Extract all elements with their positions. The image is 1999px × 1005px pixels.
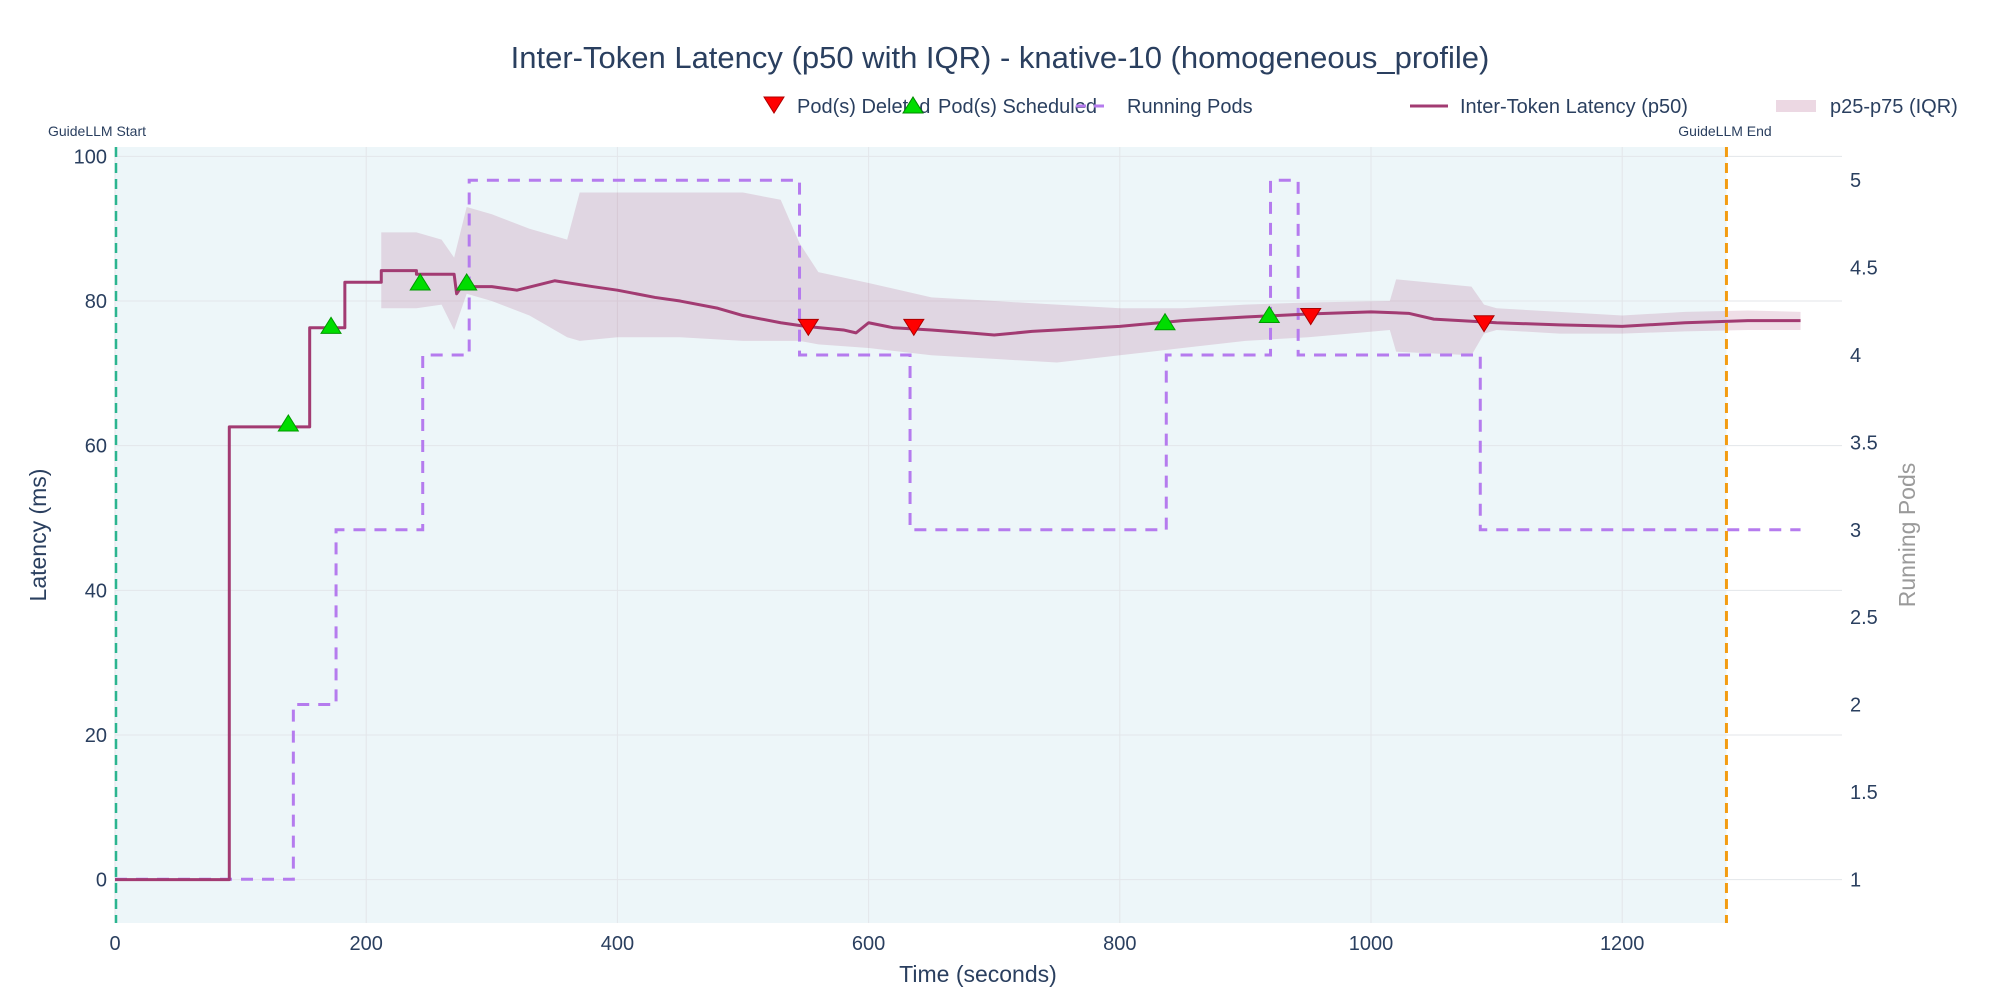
x-tick-label: 600: [852, 933, 885, 955]
y-axis-title: Latency (ms): [25, 469, 51, 602]
band-swatch-icon: [1776, 100, 1816, 112]
legend-item-running-pods[interactable]: Running Pods: [1076, 96, 1253, 118]
chart-title: Inter-Token Latency (p50 with IQR) - kna…: [511, 40, 1490, 75]
y2-tick-label: 2.5: [1850, 607, 1878, 629]
y-tick-label: 80: [85, 291, 107, 313]
legend-item-p50[interactable]: Inter-Token Latency (p50): [1410, 96, 1688, 118]
benchmark-window-shade: [115, 147, 1727, 923]
triangle-down-icon: [763, 96, 785, 114]
y2-tick-label: 1.5: [1850, 782, 1878, 804]
y2-tick-label: 3: [1850, 520, 1861, 542]
legend: Pod(s) Deleted Pod(s) Scheduled Running …: [763, 96, 1958, 118]
y2-tick-label: 5: [1850, 170, 1861, 192]
x-tick-label: 1200: [1600, 933, 1645, 955]
pod-deleted-marker: [1299, 308, 1322, 326]
x-tick-label: 200: [350, 933, 383, 955]
legend-label: Running Pods: [1127, 96, 1253, 118]
y2-tick-label: 1: [1850, 869, 1861, 891]
pod-scheduled-marker: [1258, 305, 1281, 324]
pod-scheduled-marker: [1154, 312, 1176, 331]
pod-deleted-marker: [902, 318, 925, 337]
triangle-up-icon: [902, 96, 924, 114]
end-annotation: GuideLLM End: [1678, 123, 1771, 139]
y2-tick-label: 2: [1850, 695, 1861, 717]
running-pods-line: [115, 178, 1801, 881]
y2-tick-label: 3.5: [1850, 432, 1878, 454]
legend-label: Inter-Token Latency (p50): [1460, 96, 1688, 118]
legend-label: Pod(s) Scheduled: [938, 96, 1097, 118]
pod-scheduled-marker: [409, 273, 432, 291]
x-tick-label: 1000: [1349, 933, 1394, 955]
pod-deleted-marker: [797, 318, 820, 337]
legend-item-iqr[interactable]: p25-p75 (IQR): [1776, 96, 1958, 118]
pod-scheduled-marker: [320, 316, 342, 334]
y-tick-label: 20: [85, 725, 107, 747]
y-tick-label: 60: [85, 436, 107, 458]
pod-scheduled-marker: [277, 414, 300, 432]
p50-latency-line: [115, 269, 1801, 882]
pod-scheduled-marker: [455, 273, 478, 291]
x-tick-label: 0: [109, 933, 120, 955]
y2-axis-title: Running Pods: [1894, 463, 1920, 608]
plot-area: 0 200 400 600 800 1000 1200 0 20 40 60 80 100 1 1.5 2 2.…: [74, 146, 1878, 955]
y2-tick-label: 4: [1850, 345, 1861, 367]
x-tick-label: 800: [1103, 933, 1136, 955]
legend-label: Pod(s) Deleted: [797, 96, 930, 118]
x-tick-label: 400: [601, 933, 634, 955]
y2-tick-label: 4.5: [1850, 258, 1878, 280]
y-tick-label: 40: [85, 580, 107, 602]
y-tick-label: 0: [96, 870, 107, 892]
x-axis-title: Time (seconds): [899, 961, 1057, 987]
legend-label: p25-p75 (IQR): [1830, 96, 1958, 118]
y-tick-label: 100: [74, 146, 107, 168]
start-annotation: GuideLLM Start: [48, 123, 146, 139]
legend-item-pods-scheduled[interactable]: Pod(s) Scheduled: [902, 96, 1097, 118]
legend-item-pods-deleted[interactable]: Pod(s) Deleted: [763, 96, 930, 118]
pod-deleted-marker: [1473, 315, 1495, 333]
